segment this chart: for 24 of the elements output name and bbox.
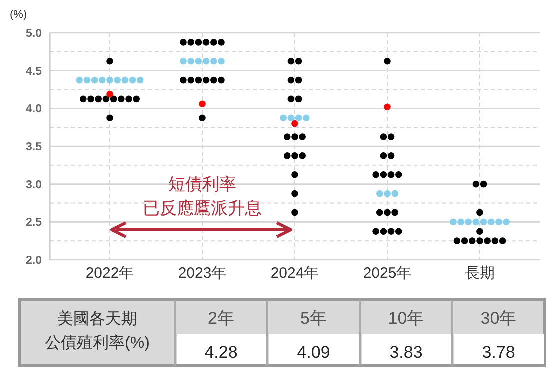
category-label: 2年 — [208, 309, 234, 328]
category-label: 10年 — [388, 309, 424, 328]
data-label: 3.78 — [482, 343, 516, 362]
annotation: 已反應鷹派升息 — [143, 199, 262, 218]
x-tick-label: 2025年 — [363, 265, 412, 282]
data-label: 4.09 — [297, 343, 330, 362]
category-label: 5年 — [300, 309, 327, 328]
x-tick-label: 2024年 — [270, 265, 320, 282]
y-tick-label: 3.0 — [26, 179, 42, 192]
y-tick-label: 5.0 — [26, 28, 42, 40]
y-axis-title: (%) — [10, 9, 28, 21]
x-tick-label: 2022年 — [86, 265, 134, 282]
y-tick-label: 4.5 — [26, 66, 43, 78]
category-label: 30年 — [480, 309, 517, 328]
annotation: 短債利率 — [168, 175, 236, 194]
data-label: 4.28 — [204, 343, 238, 362]
data-label: 3.83 — [390, 343, 423, 362]
y-tick-label: 2.0 — [26, 255, 42, 267]
x-tick-label: 2023年 — [178, 265, 227, 282]
y-tick-label: 2.5 — [26, 217, 43, 230]
y-tick-label: 4.0 — [26, 104, 42, 116]
y-tick-label: 3.5 — [26, 142, 43, 154]
text: 美國各天期公債殖利率(%) — [45, 310, 150, 352]
x-tick-label: 長期 — [465, 265, 495, 282]
